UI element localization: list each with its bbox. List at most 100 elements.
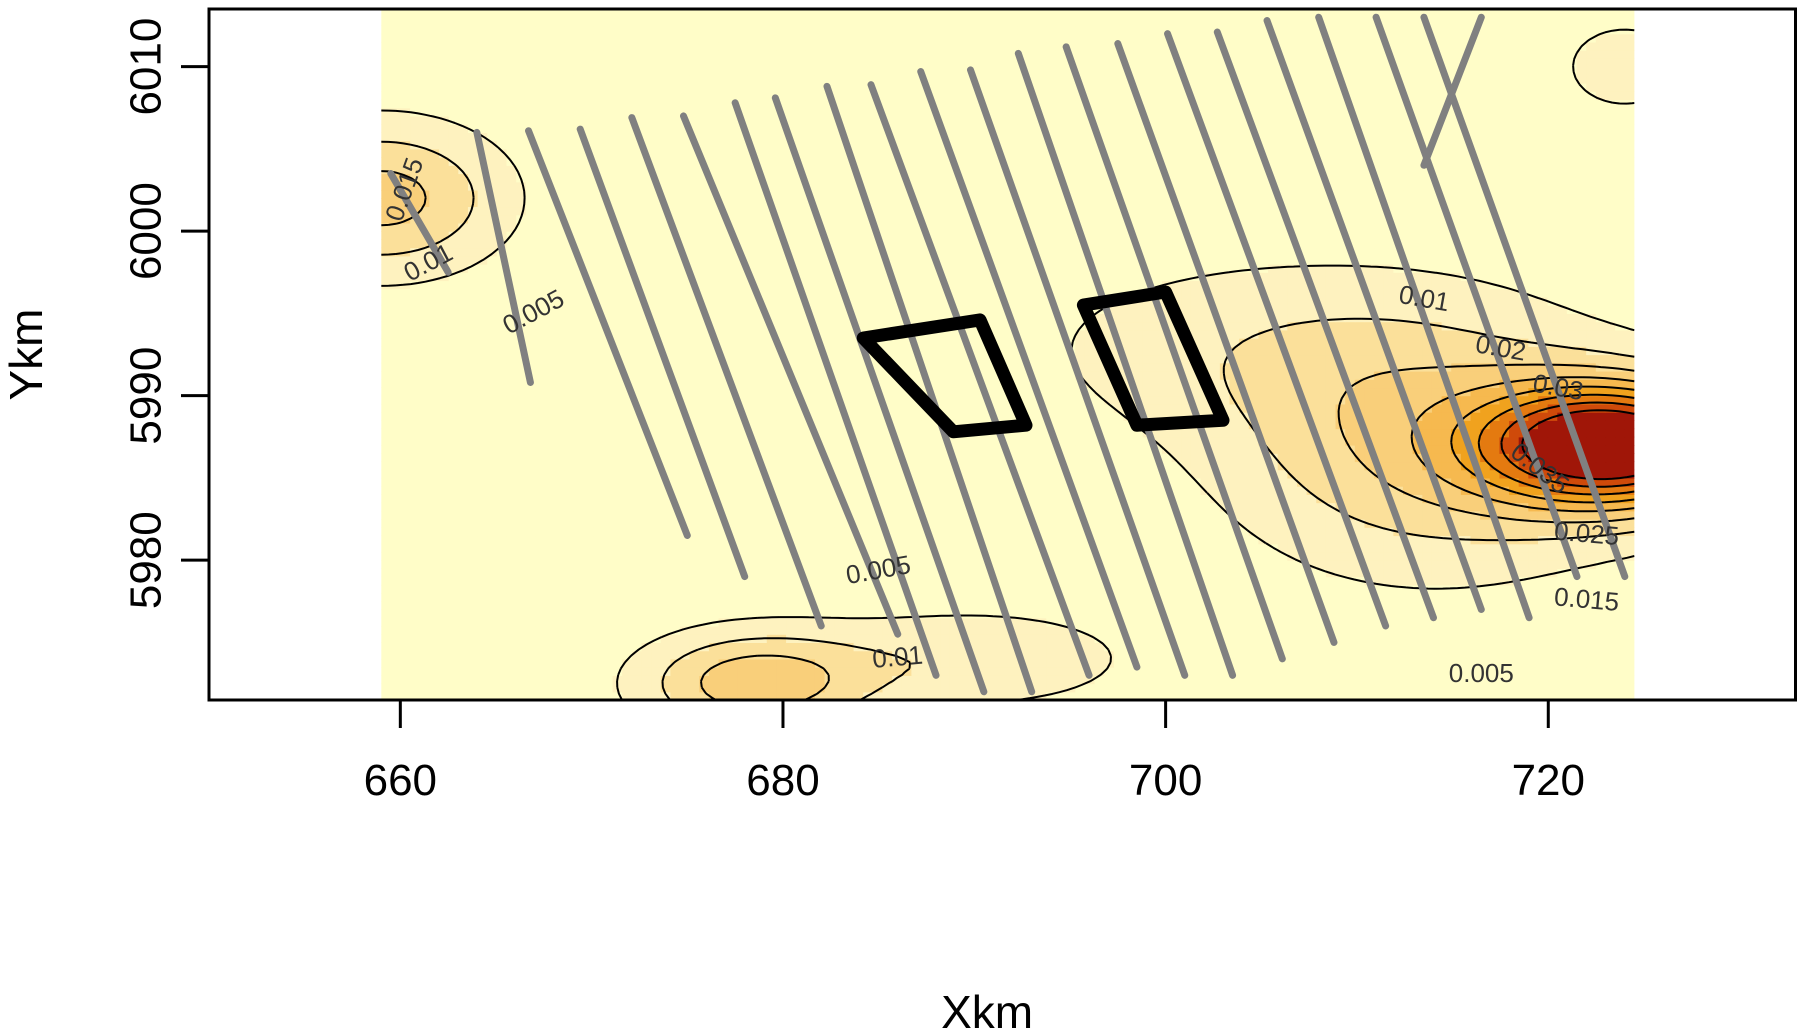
heatmap-cell	[400, 420, 411, 430]
heatmap-cell	[689, 519, 700, 528]
heatmap-cell	[390, 510, 402, 520]
heatmap-cell	[1364, 461, 1375, 471]
heatmap-cell	[1393, 609, 1404, 619]
heatmap-cell	[708, 428, 720, 438]
heatmap-cell	[448, 436, 459, 446]
heatmap-cell	[901, 650, 912, 660]
heatmap-cell	[1528, 560, 1539, 569]
heatmap-cell	[969, 494, 980, 504]
heatmap-cell	[921, 461, 932, 471]
heatmap-cell	[1133, 601, 1144, 611]
heatmap-cell	[786, 486, 797, 495]
heatmap-cell	[467, 403, 479, 413]
heatmap-cell	[1566, 543, 1578, 553]
heatmap-cell	[381, 625, 392, 635]
heatmap-cell	[410, 510, 421, 520]
heatmap-cell	[795, 412, 806, 421]
heatmap-cell	[1055, 625, 1067, 635]
heatmap-cell	[1104, 494, 1115, 504]
heatmap-cell	[853, 494, 864, 504]
heatmap-cell	[506, 403, 517, 413]
heatmap-cell	[988, 535, 999, 545]
heatmap-cell	[1046, 658, 1057, 668]
heatmap-cell	[1537, 510, 1549, 520]
heatmap-cell	[1537, 617, 1549, 627]
heatmap-cell	[1296, 617, 1308, 627]
heatmap-cell	[564, 551, 575, 561]
heatmap-cell	[1306, 387, 1317, 397]
heatmap-cell	[641, 543, 652, 553]
heatmap-cell	[1499, 576, 1510, 586]
heatmap-cell	[1296, 650, 1308, 660]
heatmap-cell	[805, 436, 816, 446]
heatmap-cell	[1277, 469, 1288, 479]
heatmap-cell	[1007, 519, 1019, 528]
heatmap-cell	[1036, 527, 1047, 537]
heatmap-cell	[1393, 650, 1404, 660]
heatmap-cell	[1335, 527, 1346, 537]
heatmap-cell	[1480, 617, 1491, 627]
heatmap-cell	[863, 453, 874, 463]
heatmap-cell	[1470, 510, 1481, 520]
heatmap-cell	[1537, 634, 1549, 644]
heatmap-cell	[1277, 428, 1288, 438]
heatmap-cell	[1393, 543, 1404, 553]
heatmap-cell	[718, 568, 729, 578]
heatmap-cell	[1027, 543, 1038, 553]
heatmap-cell	[1431, 658, 1443, 668]
heatmap-cell	[381, 469, 392, 479]
heatmap-cell	[1113, 650, 1125, 660]
heatmap-cell	[496, 428, 508, 438]
heatmap-cell	[602, 601, 614, 611]
heatmap-cell	[776, 444, 787, 454]
heatmap-cell	[988, 527, 999, 537]
heatmap-cell	[1181, 625, 1192, 635]
heatmap-cell	[1537, 412, 1549, 421]
heatmap-cell	[718, 502, 729, 512]
heatmap-cell	[843, 453, 855, 463]
heatmap-cell	[940, 609, 951, 619]
heatmap-cell	[1422, 486, 1433, 495]
heatmap-cell	[1547, 469, 1558, 479]
heatmap-cell	[1393, 625, 1404, 635]
heatmap-cell	[1287, 461, 1298, 471]
heatmap-cell	[516, 453, 527, 463]
heatmap-cell	[1615, 510, 1626, 520]
heatmap-cell	[1422, 576, 1433, 586]
heatmap-cell	[882, 494, 893, 504]
heatmap-cell	[1200, 683, 1211, 693]
heatmap-cell	[1017, 477, 1028, 487]
heatmap-cell	[1287, 691, 1298, 700]
heatmap-cell	[940, 486, 951, 495]
heatmap-cell	[1441, 420, 1452, 430]
heatmap-cell	[583, 510, 594, 520]
heatmap-cell	[1460, 658, 1472, 668]
heatmap-cell	[1104, 444, 1115, 454]
heatmap-cell	[1219, 576, 1231, 586]
heatmap-cell	[1065, 469, 1076, 479]
heatmap-cell	[564, 486, 575, 495]
heatmap-cell	[1566, 436, 1578, 446]
heatmap-cell	[1017, 625, 1028, 635]
heatmap-cell	[1258, 691, 1269, 700]
heatmap-cell	[718, 625, 729, 635]
heatmap-cell	[516, 560, 527, 569]
heatmap-cell	[786, 568, 797, 578]
heatmap-cell	[1046, 412, 1057, 421]
heatmap-cell	[1007, 609, 1019, 619]
heatmap-cell	[708, 683, 720, 693]
heatmap-cell	[998, 395, 1009, 405]
heatmap-cell	[689, 461, 700, 471]
heatmap-cell	[1586, 403, 1597, 413]
heatmap-cell	[940, 477, 951, 487]
heatmap-cell	[525, 634, 537, 644]
heatmap-cell	[1277, 420, 1288, 430]
heatmap-cell	[1046, 486, 1057, 495]
heatmap-cell	[969, 551, 980, 561]
heatmap-cell	[612, 444, 623, 454]
heatmap-cell	[602, 420, 614, 430]
heatmap-cell	[1431, 387, 1443, 397]
heatmap-cell	[390, 444, 402, 454]
heatmap-cell	[1113, 510, 1125, 520]
heatmap-cell	[1441, 494, 1452, 504]
